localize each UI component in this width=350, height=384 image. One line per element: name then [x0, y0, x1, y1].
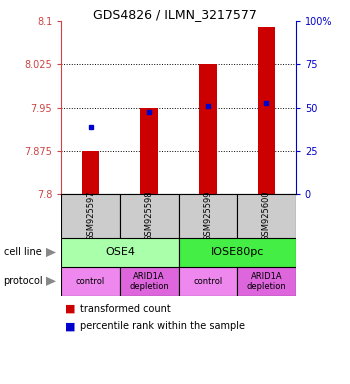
- Bar: [237, 267, 296, 296]
- Polygon shape: [46, 276, 56, 286]
- Text: GSM925598: GSM925598: [145, 191, 154, 241]
- Text: GSM925600: GSM925600: [262, 191, 271, 241]
- Bar: [82, 151, 99, 194]
- Text: transformed count: transformed count: [80, 304, 171, 314]
- Text: percentile rank within the sample: percentile rank within the sample: [80, 321, 245, 331]
- Text: IOSE80pc: IOSE80pc: [210, 247, 264, 258]
- Text: OSE4: OSE4: [105, 247, 135, 258]
- Bar: [120, 194, 178, 238]
- Text: ARID1A
depletion: ARID1A depletion: [246, 271, 286, 291]
- Text: cell line: cell line: [4, 247, 41, 258]
- Polygon shape: [46, 248, 56, 257]
- Text: ARID1A
depletion: ARID1A depletion: [129, 271, 169, 291]
- Text: GSM925597: GSM925597: [86, 191, 95, 241]
- Bar: [178, 267, 237, 296]
- Bar: [61, 238, 178, 267]
- Bar: [258, 27, 275, 194]
- Text: GDS4826 / ILMN_3217577: GDS4826 / ILMN_3217577: [93, 8, 257, 22]
- Text: ■: ■: [65, 304, 75, 314]
- Text: ■: ■: [65, 321, 75, 331]
- Bar: [120, 267, 178, 296]
- Text: control: control: [76, 277, 105, 286]
- Bar: [199, 64, 217, 194]
- Bar: [237, 194, 296, 238]
- Bar: [140, 108, 158, 194]
- Bar: [61, 194, 120, 238]
- Text: protocol: protocol: [4, 276, 43, 286]
- Bar: [178, 238, 296, 267]
- Text: control: control: [193, 277, 223, 286]
- Bar: [178, 194, 237, 238]
- Text: GSM925599: GSM925599: [203, 191, 212, 241]
- Bar: [61, 267, 120, 296]
